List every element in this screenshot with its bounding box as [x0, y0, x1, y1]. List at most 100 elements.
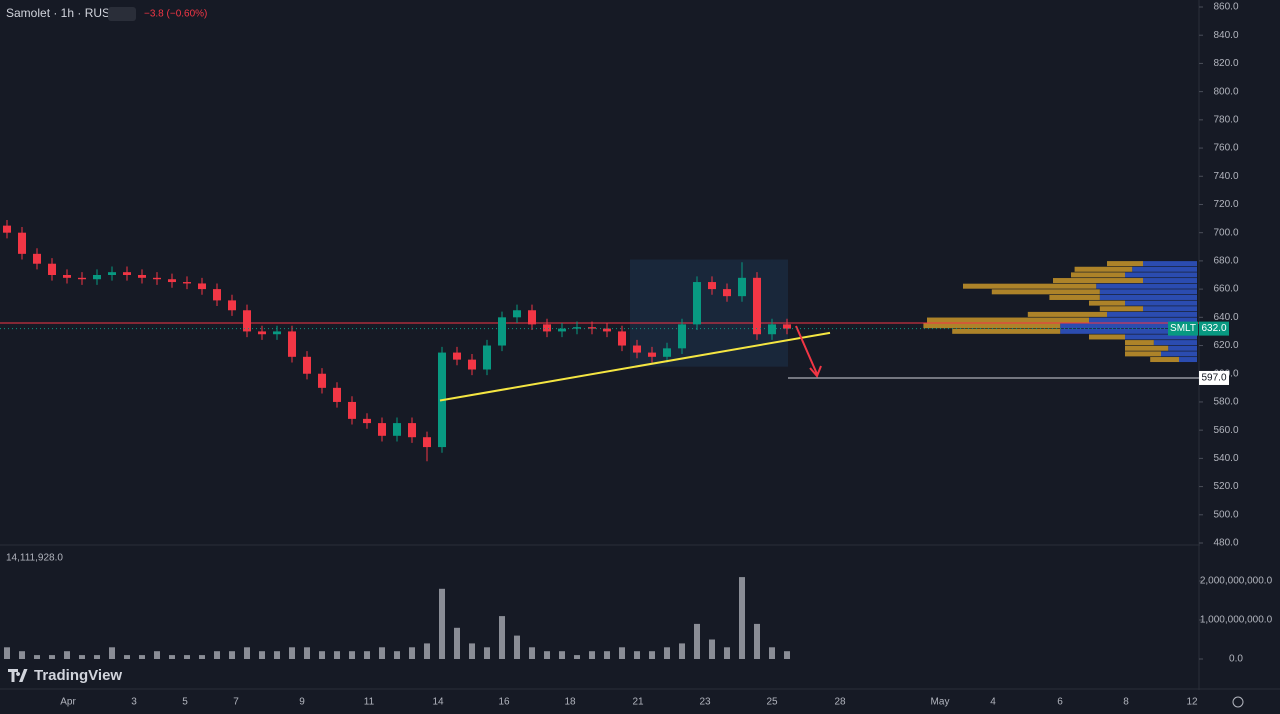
symbol-title[interactable]: Samolet · 1h · RUS	[6, 6, 110, 20]
candle-body	[678, 324, 686, 349]
candle-body	[738, 277, 746, 297]
candle-body	[693, 282, 701, 325]
y-tick-label: 540.0	[1213, 453, 1238, 464]
price-tag	[1199, 321, 1229, 336]
candle-body	[78, 277, 86, 280]
volume-bar	[679, 643, 685, 659]
profile-down	[1161, 351, 1197, 357]
profile-up	[1150, 357, 1179, 363]
target-tag	[1199, 370, 1229, 385]
profile-down	[1089, 317, 1197, 323]
y-tick-label: 680.0	[1213, 256, 1238, 267]
profile-down	[1099, 289, 1197, 295]
volume-bar	[94, 655, 100, 659]
candle-body	[153, 277, 161, 280]
x-tick-label: 28	[834, 697, 846, 708]
profile-down	[1125, 272, 1197, 278]
candle-body	[123, 272, 131, 275]
candle-body	[243, 310, 251, 332]
volume-bar	[619, 647, 625, 659]
header-icons[interactable]	[108, 7, 136, 21]
y-tick-label: 840.0	[1213, 30, 1238, 41]
profile-up	[1027, 311, 1107, 317]
candle-body	[138, 275, 146, 278]
volume-bar	[409, 647, 415, 659]
candle-body	[543, 324, 551, 332]
y-tick-label: 620.0	[1213, 340, 1238, 351]
candle-body	[228, 300, 236, 311]
profile-down	[1099, 294, 1197, 300]
range-box	[630, 259, 788, 367]
volume-bar	[739, 577, 745, 659]
volume-bar	[424, 643, 430, 659]
candle-body	[393, 423, 401, 436]
profile-down	[1107, 311, 1197, 317]
candle-body	[18, 232, 26, 254]
x-tick-label: 3	[131, 697, 137, 708]
candle-body	[603, 328, 611, 332]
candle-body	[363, 418, 371, 424]
x-tick-label: 25	[766, 697, 778, 708]
volume-bar	[769, 647, 775, 659]
x-tick-label: 18	[564, 697, 576, 708]
profile-up	[1089, 334, 1125, 340]
candle-body	[108, 272, 116, 275]
candle-body	[768, 324, 776, 335]
settings-icon[interactable]	[1232, 696, 1244, 708]
symbol-tag	[1168, 321, 1198, 336]
profile-down	[1143, 278, 1197, 284]
profile-down	[1168, 345, 1197, 351]
y-tick-label: 560.0	[1213, 425, 1238, 436]
profile-up	[1049, 294, 1100, 300]
x-tick-label: 12	[1186, 697, 1198, 708]
profile-down	[1132, 266, 1197, 272]
volume-bar	[349, 651, 355, 659]
x-tick-label: 6	[1057, 697, 1063, 708]
profile-up	[1125, 345, 1169, 351]
volume-bar	[184, 655, 190, 659]
candle-body	[753, 277, 761, 335]
volume-bar	[724, 647, 730, 659]
brand-name: TradingView	[34, 667, 122, 684]
candle-body	[453, 352, 461, 360]
profile-down	[1125, 300, 1197, 306]
volume-bar	[289, 647, 295, 659]
x-tick-label: Apr	[60, 697, 76, 708]
candle-body	[648, 352, 656, 357]
profile-up	[991, 289, 1100, 295]
candle-body	[93, 275, 101, 280]
y-tick-label: 860.0	[1213, 2, 1238, 13]
x-tick-label: 23	[699, 697, 711, 708]
volume-bar	[4, 647, 10, 659]
volume-bar	[544, 651, 550, 659]
volume-bar	[229, 651, 235, 659]
volume-bar	[754, 623, 760, 659]
volume-bar	[574, 655, 580, 659]
volume-bar	[589, 651, 595, 659]
candle-body	[33, 253, 41, 264]
volume-bar	[79, 655, 85, 659]
candle-body	[333, 387, 341, 402]
profile-up	[963, 283, 1097, 289]
candle-body	[168, 279, 176, 283]
y-tick-label: 760.0	[1213, 143, 1238, 154]
profile-down	[1060, 323, 1197, 329]
price-label: 632.0	[1201, 323, 1226, 334]
volume-bar	[34, 655, 40, 659]
x-tick-label: 21	[632, 697, 644, 708]
candle-body	[378, 423, 386, 436]
down-arrow	[795, 325, 822, 378]
volume-bar	[469, 643, 475, 659]
volume-bar	[784, 651, 790, 659]
candle-body	[213, 289, 221, 301]
brand-logo[interactable]: TradingView	[8, 667, 122, 684]
candle-body	[723, 289, 731, 297]
candle-body	[3, 225, 11, 233]
profile-up	[1107, 261, 1143, 267]
candle-body	[408, 423, 416, 438]
volume-bar	[604, 651, 610, 659]
candle-body	[783, 324, 791, 329]
candle-body	[633, 345, 641, 353]
candle-body	[198, 283, 206, 290]
